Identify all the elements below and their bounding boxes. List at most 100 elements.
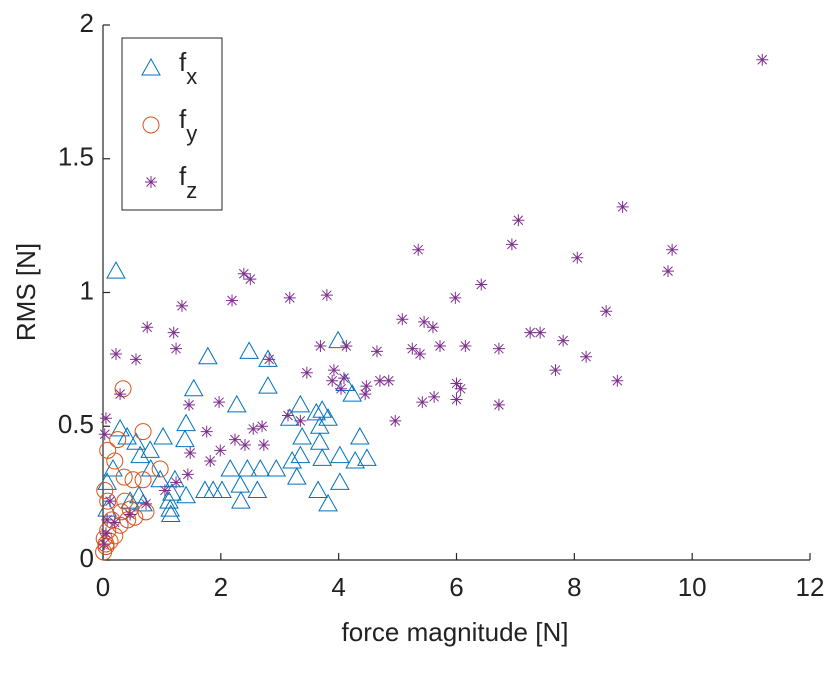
point bbox=[318, 493, 338, 512]
point bbox=[120, 491, 140, 509]
point bbox=[283, 291, 296, 304]
point bbox=[116, 492, 134, 510]
point bbox=[109, 348, 122, 361]
legend-label: fx bbox=[179, 47, 197, 89]
point bbox=[141, 321, 154, 334]
point bbox=[309, 432, 330, 450]
point bbox=[97, 538, 115, 556]
point bbox=[413, 348, 426, 361]
point bbox=[557, 334, 570, 347]
point bbox=[167, 326, 180, 339]
point bbox=[160, 499, 181, 517]
legend-marker bbox=[141, 57, 161, 76]
point bbox=[99, 412, 112, 425]
point bbox=[237, 459, 258, 477]
point bbox=[98, 428, 111, 441]
point bbox=[104, 495, 117, 508]
point bbox=[300, 366, 313, 379]
point bbox=[96, 482, 114, 499]
point bbox=[418, 315, 431, 328]
point bbox=[342, 384, 363, 402]
point bbox=[238, 438, 251, 451]
point bbox=[266, 459, 287, 477]
point bbox=[335, 373, 356, 391]
point bbox=[373, 374, 386, 387]
point bbox=[290, 394, 311, 413]
point bbox=[170, 476, 183, 489]
point bbox=[106, 261, 126, 279]
point bbox=[175, 299, 188, 312]
point bbox=[213, 396, 226, 409]
point bbox=[279, 408, 300, 426]
point bbox=[616, 200, 629, 213]
point bbox=[434, 340, 447, 352]
y-tick-label: 1.5 bbox=[58, 142, 94, 172]
point bbox=[449, 291, 462, 304]
point bbox=[140, 497, 153, 510]
point bbox=[345, 451, 366, 469]
point bbox=[158, 484, 171, 497]
point bbox=[183, 398, 196, 411]
point bbox=[454, 382, 467, 395]
point bbox=[340, 340, 353, 352]
point bbox=[165, 469, 185, 488]
y-tick-label: 0.5 bbox=[58, 409, 94, 439]
point bbox=[256, 420, 269, 433]
x-tick-label: 4 bbox=[331, 572, 345, 602]
point bbox=[382, 374, 395, 387]
point bbox=[459, 340, 472, 352]
point bbox=[512, 214, 525, 227]
point bbox=[195, 480, 215, 498]
point bbox=[389, 414, 402, 427]
point bbox=[230, 475, 251, 493]
point bbox=[115, 468, 133, 486]
point bbox=[117, 426, 138, 445]
point bbox=[226, 394, 247, 413]
point bbox=[239, 341, 259, 359]
x-tick-label: 8 bbox=[567, 572, 581, 602]
point bbox=[228, 433, 241, 446]
point bbox=[231, 491, 251, 509]
point bbox=[214, 444, 227, 457]
point bbox=[282, 451, 302, 469]
point bbox=[212, 480, 232, 498]
point bbox=[106, 452, 124, 470]
point bbox=[98, 537, 111, 550]
point bbox=[281, 409, 294, 422]
x-tick-label: 0 bbox=[96, 572, 110, 602]
legend-label: fy bbox=[179, 104, 197, 146]
point bbox=[247, 422, 260, 435]
point bbox=[337, 372, 350, 385]
y-tick-label: 0 bbox=[80, 543, 94, 573]
legend-label: fz bbox=[179, 161, 197, 203]
point bbox=[549, 364, 562, 377]
point bbox=[292, 426, 312, 445]
point bbox=[134, 423, 152, 441]
legend-marker bbox=[142, 116, 160, 134]
point bbox=[114, 388, 127, 401]
point bbox=[250, 459, 271, 477]
point bbox=[450, 377, 463, 390]
point bbox=[110, 418, 130, 437]
point bbox=[312, 448, 333, 466]
point bbox=[124, 471, 142, 489]
point bbox=[99, 527, 112, 540]
point bbox=[286, 467, 307, 485]
point bbox=[600, 305, 613, 318]
point bbox=[357, 448, 377, 466]
point bbox=[99, 441, 117, 459]
point bbox=[109, 431, 127, 449]
point bbox=[475, 278, 488, 291]
point bbox=[329, 472, 350, 490]
point bbox=[119, 511, 137, 529]
point bbox=[505, 238, 518, 251]
point bbox=[126, 432, 146, 450]
point bbox=[396, 313, 409, 326]
point bbox=[175, 429, 195, 448]
point bbox=[580, 350, 593, 363]
point bbox=[314, 340, 327, 352]
point bbox=[181, 468, 194, 481]
point bbox=[492, 342, 505, 355]
point bbox=[326, 374, 339, 387]
